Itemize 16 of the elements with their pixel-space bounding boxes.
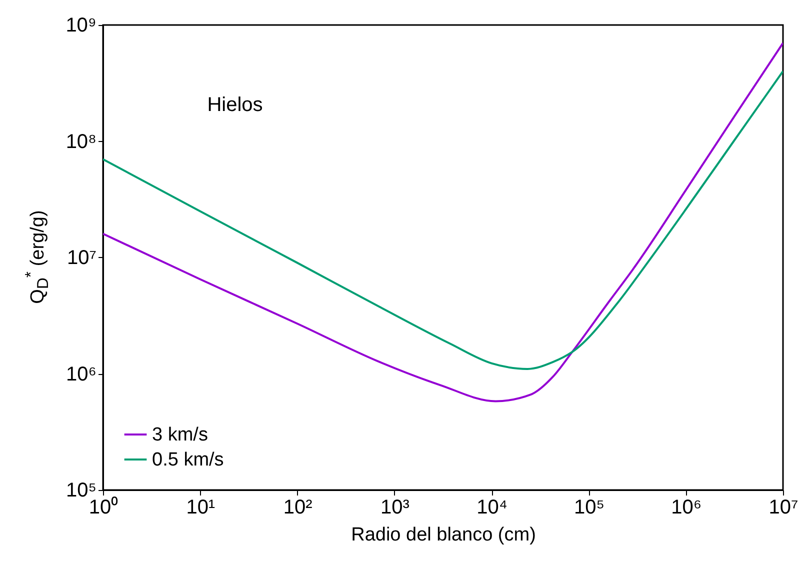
x-tick-label: 10³ (380, 496, 410, 518)
y-tick-label: 10⁹ (66, 14, 96, 36)
x-axis-title: Radio del blanco (cm) (351, 524, 536, 546)
x-tick-label: 10² (283, 496, 313, 518)
x-tick-label: 10⁰ (88, 496, 118, 518)
y-tick-label: 10⁶ (66, 363, 96, 386)
x-tick-label: 10⁴ (476, 496, 508, 518)
x-tick-label: 10⁵ (574, 496, 604, 518)
y-tick-label: 10⁷ (67, 247, 96, 269)
x-tick-label: 10⁷ (768, 496, 798, 518)
annotation: Hielos (207, 94, 263, 116)
x-tick-label: 10¹ (186, 496, 216, 518)
x-tick-label: 10⁶ (671, 496, 702, 518)
legend-label: 0.5 km/s (152, 450, 224, 470)
y-tick-label: 10⁸ (66, 130, 96, 153)
legend-label: 3 km/s (152, 424, 208, 446)
